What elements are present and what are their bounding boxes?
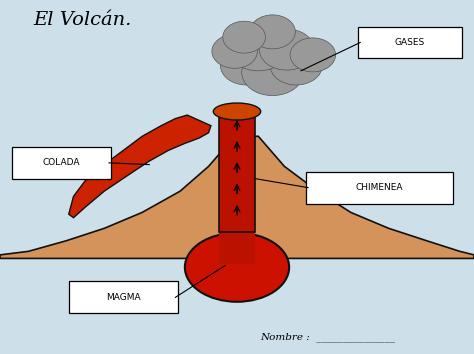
Circle shape (250, 15, 295, 49)
FancyBboxPatch shape (306, 172, 453, 204)
Ellipse shape (213, 103, 261, 120)
FancyBboxPatch shape (358, 27, 462, 58)
Circle shape (259, 29, 314, 70)
Ellipse shape (185, 233, 289, 302)
Circle shape (212, 34, 257, 68)
Text: GASES: GASES (395, 38, 425, 47)
Text: Nombre :  _______________: Nombre : _______________ (261, 332, 396, 342)
Text: CHIMENEA: CHIMENEA (356, 183, 403, 192)
FancyBboxPatch shape (12, 147, 111, 179)
Polygon shape (0, 136, 474, 258)
Circle shape (270, 46, 322, 85)
Polygon shape (219, 112, 255, 232)
Polygon shape (219, 232, 255, 264)
Text: COLADA: COLADA (43, 158, 81, 167)
Circle shape (290, 38, 336, 72)
FancyBboxPatch shape (69, 281, 178, 313)
Text: MAGMA: MAGMA (106, 293, 141, 302)
Circle shape (220, 46, 273, 85)
Text: El Volcán.: El Volcán. (33, 11, 132, 29)
Circle shape (223, 21, 265, 53)
Circle shape (242, 50, 303, 96)
Polygon shape (69, 115, 211, 218)
Circle shape (228, 25, 289, 71)
